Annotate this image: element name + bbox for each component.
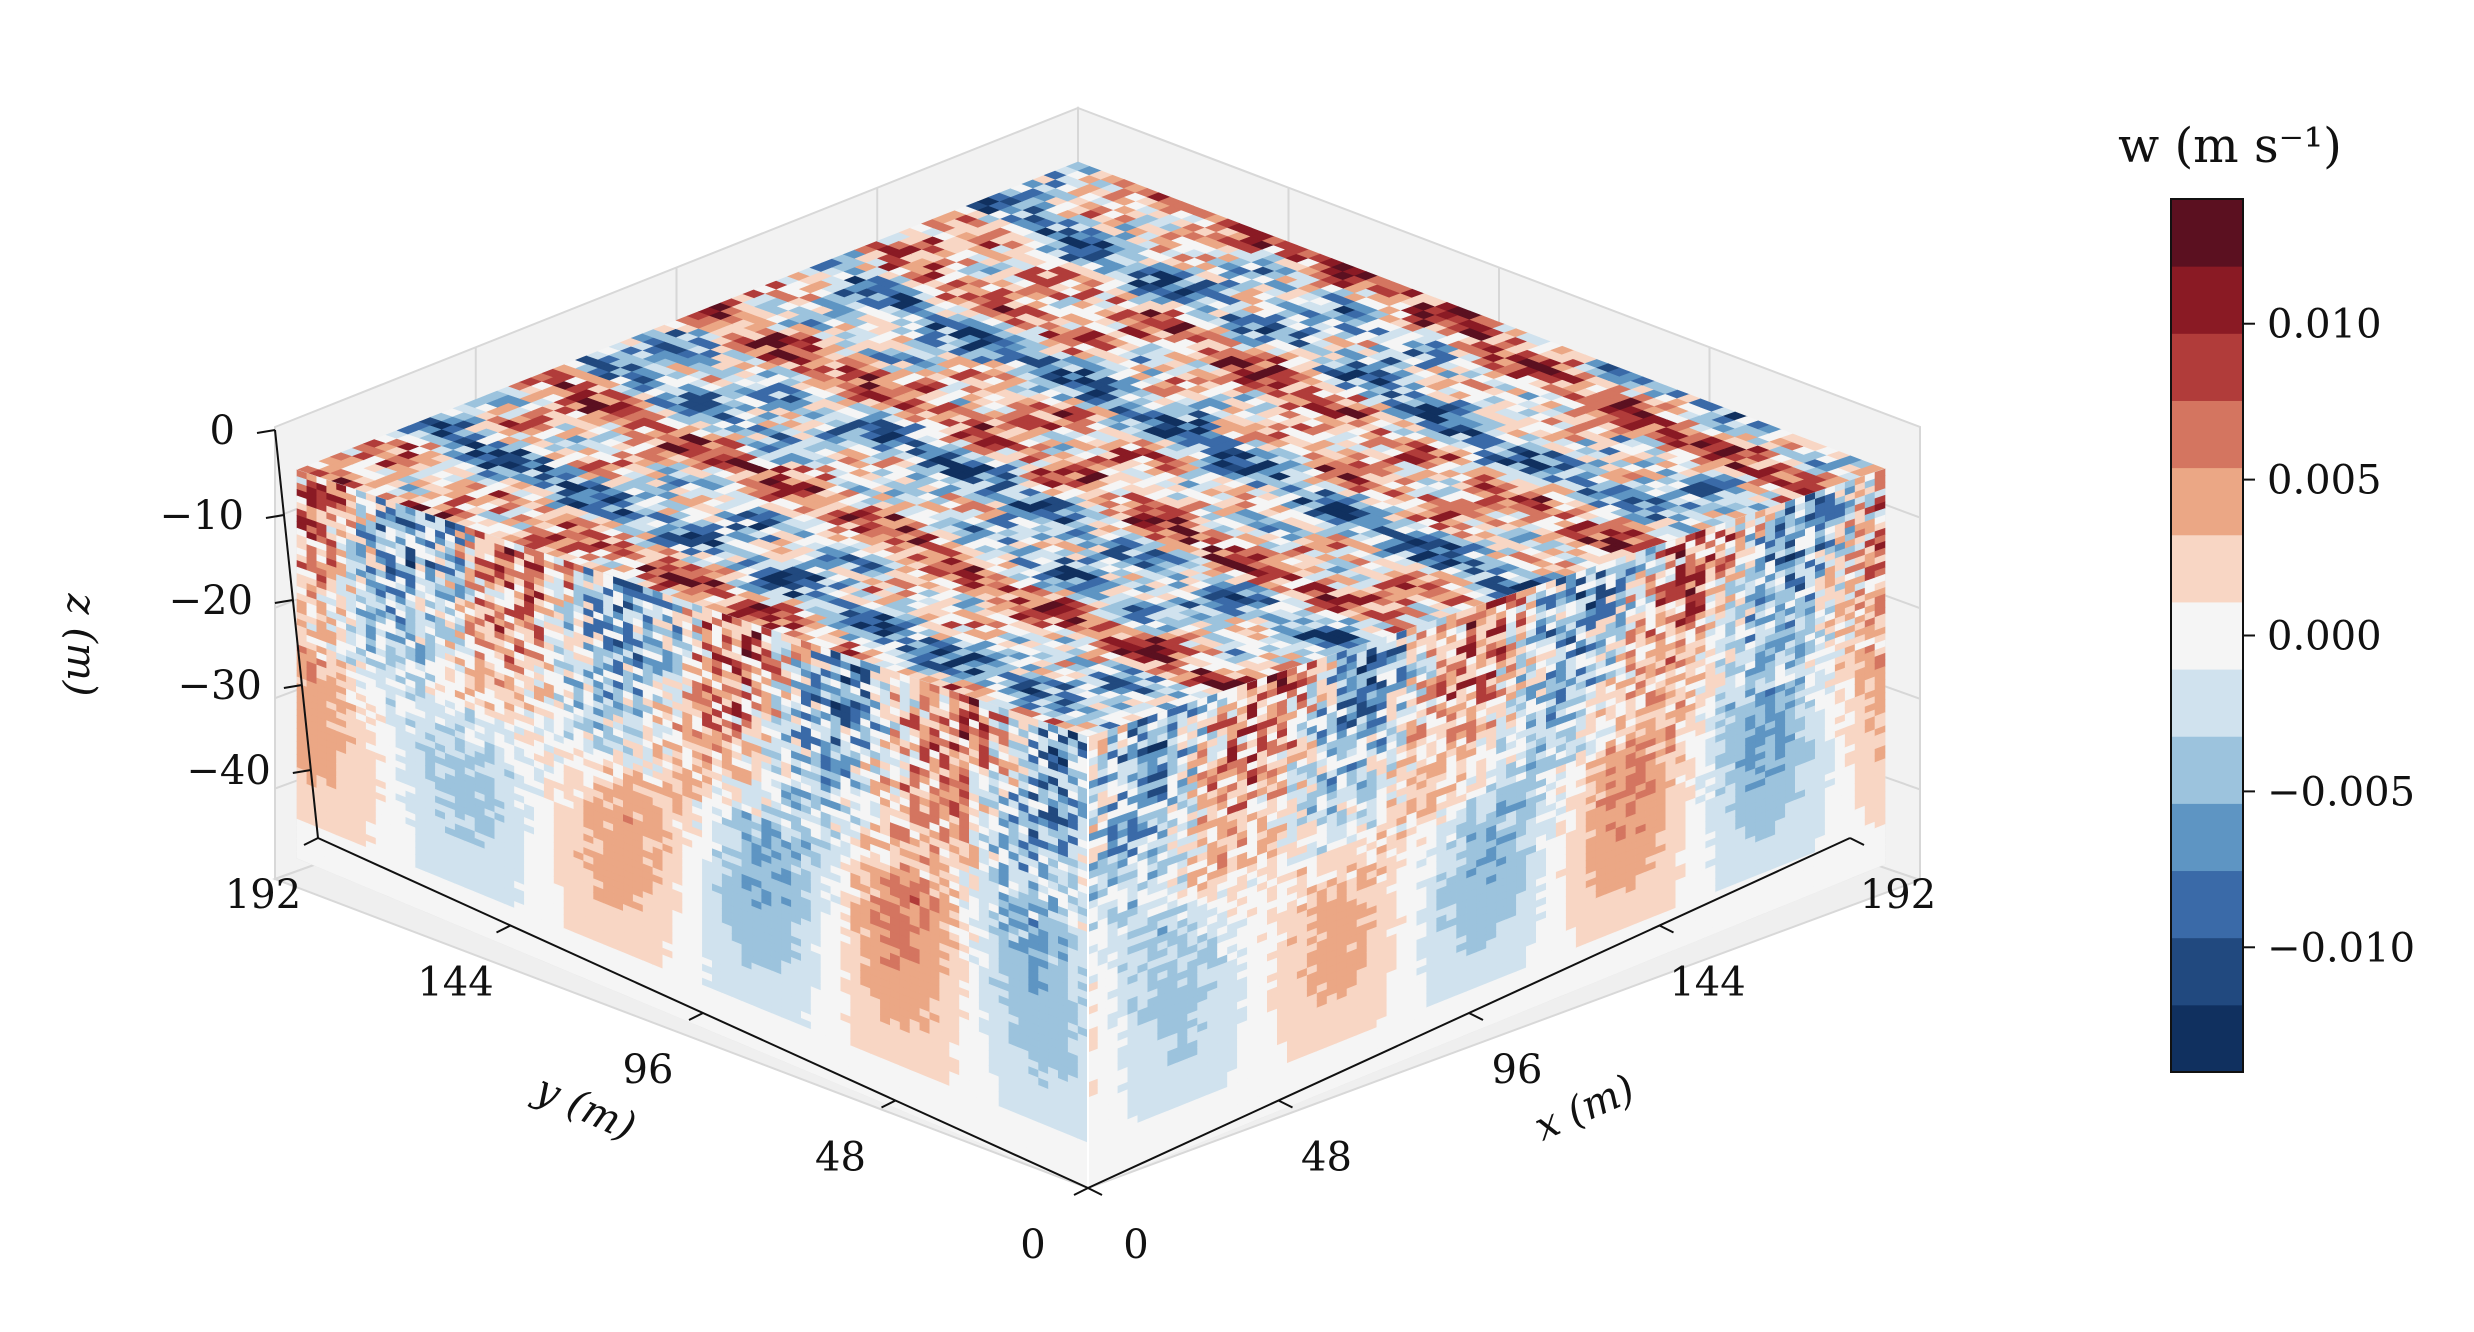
plot-3d-volume: 04896144192048961441920−10−20−30−40 x (m… — [0, 0, 2474, 1328]
figure: 04896144192048961441920−10−20−30−40 x (m… — [0, 0, 2474, 1328]
